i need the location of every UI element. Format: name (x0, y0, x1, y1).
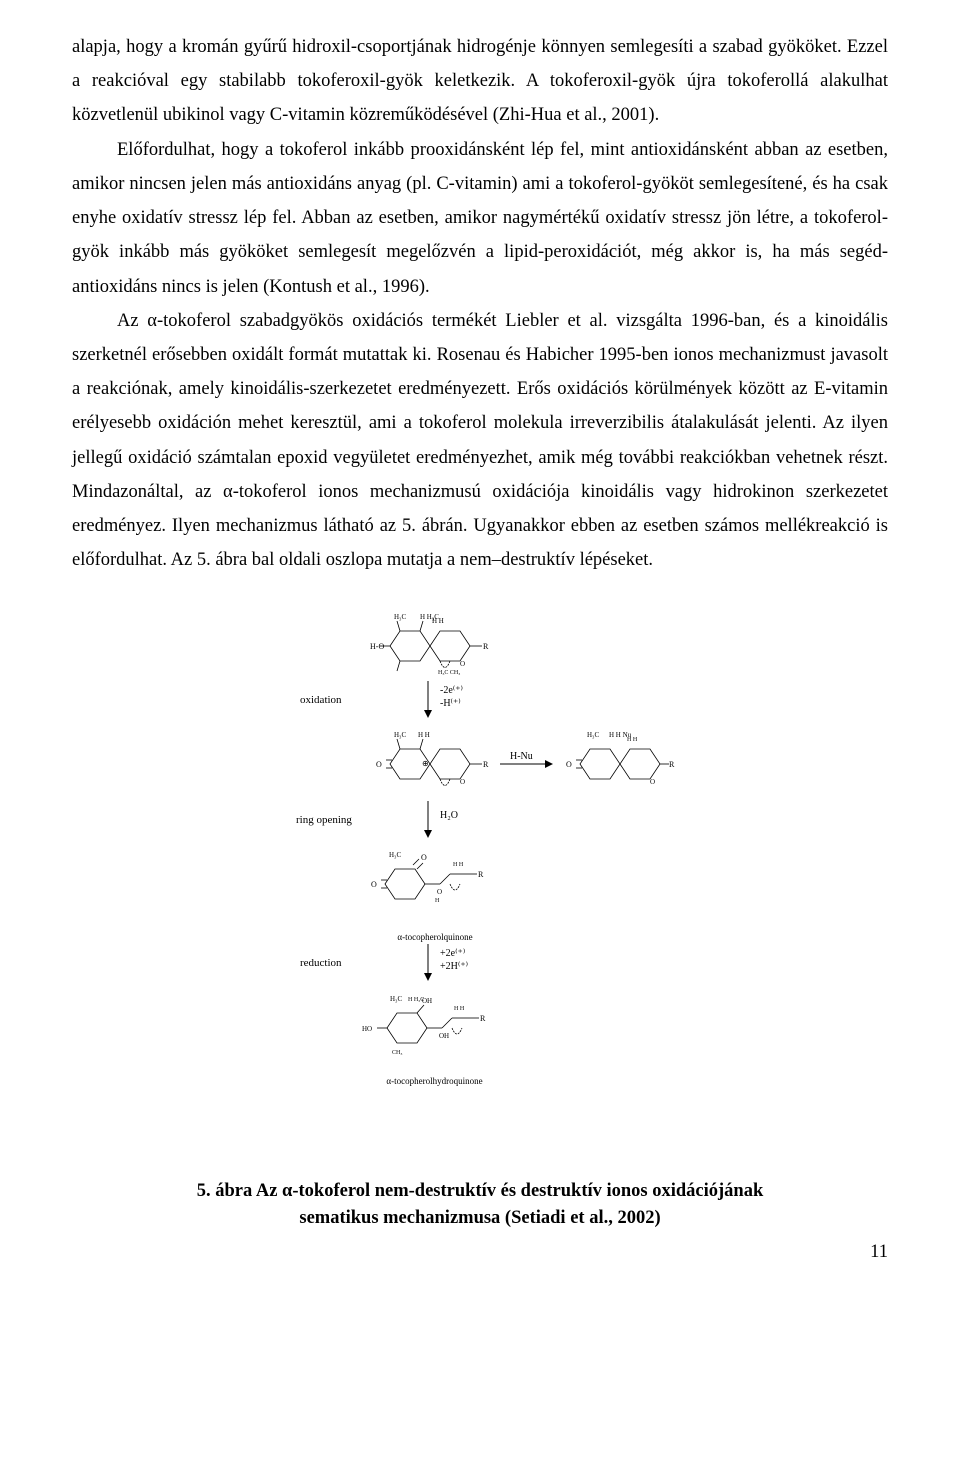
molecule-3-icon: O O O H R H₃C H H (365, 844, 505, 929)
svg-text:H₃C: H₃C (389, 851, 401, 859)
reaction-scheme: H-O H₃C H H₃C H H O R H₃C CH₃ (290, 606, 670, 1146)
svg-text:R: R (483, 642, 489, 651)
molecule-2-icon: O H₃C H H ⊕ O R (370, 724, 490, 794)
svg-text:R: R (483, 760, 489, 769)
svg-text:H₃C: H₃C (394, 731, 406, 739)
svg-text:O: O (437, 888, 442, 896)
svg-text:H₃C CH₃: H₃C CH₃ (438, 670, 460, 676)
caption-line-2: sematikus mechanizmusa (Setiadi et al., … (299, 1208, 660, 1228)
caption-line-1: 5. ábra Az α-tokoferol nem-destruktív és… (197, 1181, 764, 1201)
svg-text:H₃C: H₃C (394, 613, 406, 621)
svg-text:O: O (376, 760, 382, 769)
svg-text:OH: OH (439, 1032, 449, 1040)
molecule-2b-icon: O H₃C H H Nu H H O R (565, 724, 675, 794)
svg-text:O: O (650, 778, 655, 786)
svg-text:⊕: ⊕ (422, 759, 429, 768)
svg-text:HO: HO (362, 1025, 372, 1033)
svg-text:H H: H H (418, 731, 430, 739)
svg-text:H: H (435, 898, 440, 904)
svg-text:CH₃: CH₃ (392, 1050, 402, 1056)
molecule-1-icon: H-O H₃C H H₃C H H O R H₃C CH₃ (370, 606, 490, 676)
svg-text:R: R (669, 760, 675, 769)
svg-text:H H₃C: H H₃C (408, 997, 424, 1003)
svg-text:H-O: H-O (370, 642, 384, 651)
svg-text:O: O (566, 760, 572, 769)
figure-5: H-O H₃C H H₃C H H O R H₃C CH₃ (72, 606, 888, 1158)
svg-text:H₃C: H₃C (390, 995, 402, 1003)
page-number: 11 (72, 1235, 888, 1269)
figure-caption: 5. ábra Az α-tokoferol nem-destruktív és… (72, 1178, 888, 1234)
svg-text:O: O (460, 660, 465, 668)
svg-text:H H: H H (627, 737, 638, 743)
paragraph-3: Az α-tokoferol szabadgyökös oxidációs te… (72, 304, 888, 578)
svg-text:O: O (421, 853, 427, 862)
paragraph-1: alapja, hogy a kromán gyűrű hidroxil-cso… (72, 30, 888, 133)
arrow3-label-a: +2e⁽⁺⁾ (440, 948, 465, 959)
svg-text:H H: H H (454, 1006, 465, 1012)
arrow1-label-b: -H⁽⁺⁾ (440, 698, 461, 709)
arrow2-label: H₂O (440, 810, 458, 821)
arrow1-label-a: -2e⁽⁺⁾ (440, 685, 463, 696)
hydroquinone-caption: α-tocopherolhydroquinone (362, 1073, 507, 1090)
svg-text:O: O (371, 880, 377, 889)
paragraph-2: Előfordulhat, hogy a tokoferol inkább pr… (72, 133, 888, 304)
svg-text:H₃C: H₃C (587, 731, 599, 739)
svg-text:H H: H H (453, 862, 464, 868)
svg-text:R: R (478, 870, 484, 879)
svg-text:R: R (480, 1014, 486, 1023)
molecule-4-icon: HO OH OH R H₃C H H₃C H H CH₃ (362, 988, 507, 1073)
svg-text:O: O (460, 778, 465, 786)
hnu-label: H-Nu (510, 751, 533, 762)
arrow3-label-b: +2H⁽⁺⁾ (440, 961, 468, 972)
svg-text:H H: H H (432, 617, 444, 625)
